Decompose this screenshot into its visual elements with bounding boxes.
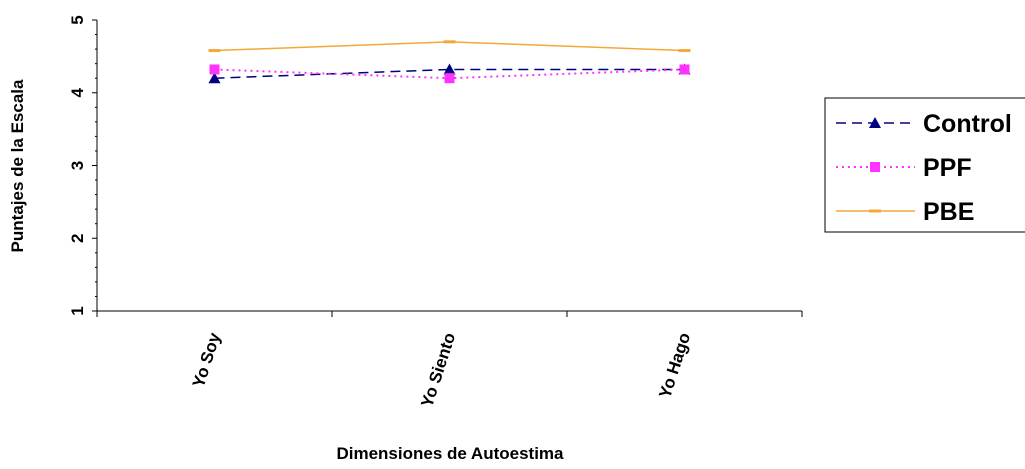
data-point <box>443 63 456 75</box>
y-tick-label: 5 <box>68 15 87 24</box>
x-tick-label: Yo Siento <box>417 330 459 409</box>
legend-swatch-marker <box>869 117 881 128</box>
y-tick-label: 4 <box>68 87 87 97</box>
legend: Control PPF PBE <box>824 97 1025 233</box>
series-ppf <box>209 64 690 84</box>
legend-label: PBE <box>923 198 974 226</box>
data-point <box>444 73 455 84</box>
legend-item-ppf: PPF <box>836 154 972 182</box>
series-pbe <box>208 40 691 53</box>
data-point <box>208 72 221 84</box>
series-line <box>214 68 685 79</box>
y-tick-label: 3 <box>68 161 87 170</box>
y-tick-label: 1 <box>68 306 87 315</box>
y-axis-title: Puntajes de la Escala <box>8 79 27 252</box>
data-point <box>679 64 690 75</box>
x-ticks: Yo Soy Yo Siento Yo Hago <box>96 311 803 410</box>
data-point <box>678 49 691 53</box>
x-tick-label: Yo Hago <box>655 330 694 400</box>
data-point <box>208 49 221 53</box>
x-axis-title: Dimensiones de Autoestima <box>336 444 564 463</box>
legend-label: Control <box>923 110 1012 138</box>
x-tick-label: Yo Soy <box>189 330 225 390</box>
legend-swatch-marker <box>870 162 880 172</box>
legend-item-control: Control <box>836 110 1012 138</box>
series-group <box>208 40 691 84</box>
legend-item-pbe: PBE <box>836 198 974 226</box>
data-point <box>209 64 220 75</box>
y-tick-label: 2 <box>68 234 87 243</box>
data-point <box>443 40 456 44</box>
legend-box <box>824 97 1025 233</box>
y-ticks: 1 2 3 4 5 <box>68 15 97 316</box>
legend-label: PPF <box>923 154 972 182</box>
legend-swatch-marker <box>869 209 881 213</box>
